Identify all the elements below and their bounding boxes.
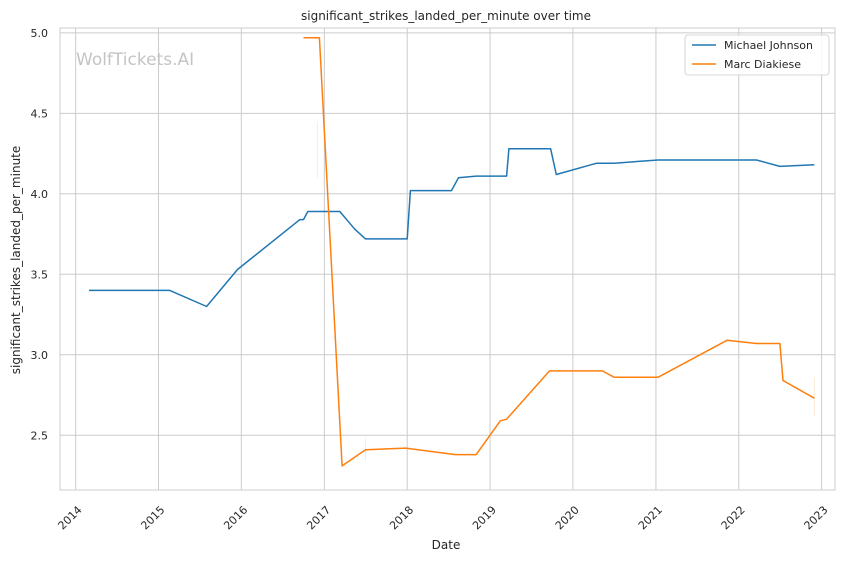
y-tick-label-3.5: 3.5 — [31, 268, 49, 281]
legend-label-michael-johnson: Michael Johnson — [724, 39, 813, 52]
chart-title: significant_strikes_landed_per_minute ov… — [301, 9, 591, 23]
x-tick-label-2014: 2014 — [56, 503, 85, 532]
watermark: WolfTickets.AI — [76, 50, 194, 70]
x-tick-label-2019: 2019 — [470, 503, 499, 532]
y-axis-ticks: 2.5 3.0 3.5 4.0 4.5 5.0 — [31, 27, 49, 442]
legend: Michael Johnson Marc Diakiese — [684, 34, 830, 76]
x-axis-ticks: 2014 2015 2016 2017 2018 2019 2020 2021 2022 2023 — [56, 503, 831, 532]
x-tick-label-2015: 2015 — [138, 503, 167, 532]
x-tick-label-2023: 2023 — [802, 503, 831, 532]
series-faint-marks — [316, 121, 815, 462]
x-axis-title: Date — [432, 538, 461, 552]
y-axis-title: significant_strikes_landed_per_minute — [9, 146, 23, 375]
y-tick-label-4.0: 4.0 — [31, 188, 49, 201]
legend-label-marc-diakiese: Marc Diakiese — [724, 58, 801, 71]
plot-background — [59, 27, 836, 491]
series-line-marc-diakiese — [303, 36, 815, 467]
y-tick-label-5.0: 5.0 — [31, 27, 49, 40]
y-tick-label-3.0: 3.0 — [31, 349, 49, 362]
x-tick-label-2017: 2017 — [304, 503, 333, 532]
x-tick-label-2016: 2016 — [221, 503, 250, 532]
legend-box — [684, 34, 830, 76]
x-tick-label-2018: 2018 — [387, 503, 416, 532]
gridlines — [60, 28, 835, 490]
y-tick-label-4.5: 4.5 — [31, 107, 49, 120]
series-lines — [89, 36, 815, 467]
y-tick-label-2.5: 2.5 — [31, 429, 49, 442]
plot-area — [59, 27, 836, 491]
x-tick-label-2020: 2020 — [553, 503, 582, 532]
series-line-michael-johnson — [89, 147, 815, 308]
x-tick-label-2021: 2021 — [636, 503, 665, 532]
x-tick-label-2022: 2022 — [719, 503, 748, 532]
